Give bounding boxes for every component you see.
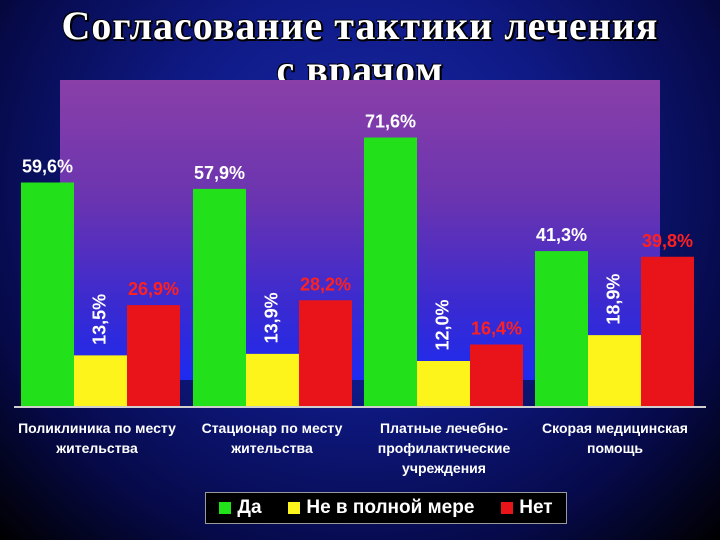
data-label-partial-3: 12,0% [432,299,452,350]
bar-yes-3 [364,137,417,406]
category-label-3-line-3: учреждения [402,460,486,476]
category-label-4: Скорая медицинская помощь [525,418,705,458]
bar-no-4 [641,256,694,406]
bar-yes-2 [193,188,246,406]
category-label-2: Стационар по месту жительства [182,418,362,458]
category-label-3: Платные лечебно- профилактические учрежд… [354,418,534,478]
data-label-no-1: 26,9% [128,279,179,299]
bar-partial-1 [74,355,127,406]
legend-label-partial: Не в полной мере [306,497,475,518]
data-label-partial-1: 13,5% [89,294,109,345]
category-label-3-line-1: Платные лечебно- [380,420,508,436]
data-label-yes-1: 59,6% [22,157,73,177]
legend-item-yes: Да [219,497,262,519]
category-label-1: Поликлиника по месту жительства [7,418,187,458]
bar-no-3 [470,344,523,406]
data-label-no-4: 39,8% [642,231,693,251]
data-label-partial-2: 13,9% [261,292,281,343]
legend-swatch-yes [219,502,232,514]
bar-no-2 [299,300,352,406]
category-label-2-line-1: Стационар по месту [201,420,343,436]
legend-label-no: Нет [519,497,553,518]
data-label-yes-3: 71,6% [365,112,416,132]
slide-title: Согласование тактики лечения с врачом [0,4,720,92]
legend-label-yes: Да [237,497,262,518]
category-label-3-line-2: профилактические [377,440,511,456]
legend-swatch-partial [288,502,301,514]
title-line-1: Согласование тактики лечения [61,3,659,48]
legend-swatch-no [501,502,514,514]
bar-partial-2 [246,353,299,406]
category-label-1-line-2: жительства [56,440,138,456]
data-label-yes-4: 41,3% [536,225,587,245]
bar-no-1 [127,305,180,406]
category-label-2-line-2: жительства [231,440,313,456]
data-label-partial-4: 18,9% [603,274,623,325]
data-label-no-3: 16,4% [471,319,522,339]
bar-yes-1 [21,182,74,406]
category-label-4-line-2: помощь [587,440,643,456]
legend-item-no: Нет [501,497,553,519]
chart-legend: Да Не в полной мере Нет [205,492,567,524]
bar-yes-4 [535,251,588,406]
category-label-4-line-1: Скорая медицинская [542,420,688,436]
category-label-1-line-1: Поликлиника по месту [18,420,176,436]
bar-partial-3 [417,361,470,406]
legend-item-partial: Не в полной мере [288,497,474,519]
data-label-no-2: 28,2% [300,274,351,294]
data-label-yes-2: 57,9% [194,163,245,183]
bar-partial-4 [588,335,641,406]
